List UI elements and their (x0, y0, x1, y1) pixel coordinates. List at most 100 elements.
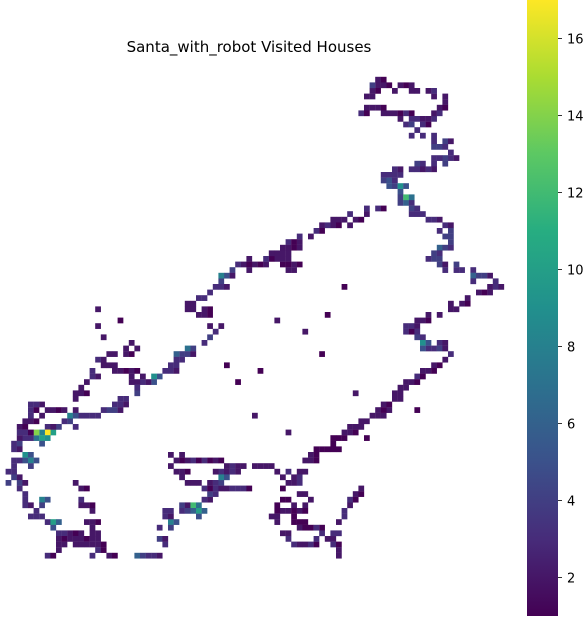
heatmap-cell (212, 457, 219, 464)
heatmap-cell (207, 457, 213, 464)
heatmap-cell (285, 267, 292, 273)
heatmap-cell (123, 368, 129, 374)
heatmap-cell (39, 513, 45, 520)
heatmap-cell (11, 468, 17, 475)
heatmap-cell (212, 485, 219, 492)
heatmap-cell (336, 446, 342, 453)
heatmap-cell (156, 373, 163, 380)
heatmap-cell (442, 144, 449, 150)
heatmap-cell (442, 160, 449, 167)
heatmap-cell (291, 267, 297, 273)
heatmap-cell (380, 104, 387, 111)
heatmap-cell (347, 424, 353, 430)
heatmap-cell (84, 390, 90, 397)
heatmap-cell (369, 93, 376, 100)
heatmap-cell (341, 429, 348, 436)
heatmap-cell (78, 412, 85, 419)
heatmap-cell (16, 446, 23, 453)
heatmap-cell (50, 424, 57, 430)
heatmap-cell (33, 457, 40, 464)
heatmap-cell (179, 351, 185, 357)
heatmap-cell (22, 502, 29, 509)
heatmap-cell (224, 272, 230, 279)
heatmap-cell (44, 552, 51, 559)
heatmap-cell (403, 200, 409, 206)
heatmap-cell (218, 474, 225, 481)
heatmap-cell (313, 524, 320, 531)
heatmap-cell (392, 166, 398, 173)
heatmap-cell (403, 323, 409, 329)
heatmap-cell (375, 205, 381, 212)
heatmap-cell (319, 530, 325, 537)
heatmap-cell (442, 104, 449, 111)
heatmap-cell (252, 412, 258, 419)
heatmap-cell (168, 463, 174, 469)
heatmap-cell (470, 267, 477, 273)
heatmap-cell (313, 457, 320, 464)
heatmap-cell (296, 244, 303, 251)
heatmap-cell (302, 491, 309, 497)
heatmap-cell (274, 250, 281, 257)
colorbar-tick-label: 8 (567, 341, 575, 356)
heatmap-cell (11, 446, 17, 453)
heatmap-cell (436, 345, 443, 352)
heatmap-cell (296, 474, 303, 481)
heatmap-cell (308, 457, 314, 464)
heatmap-cell (28, 429, 34, 436)
heatmap-cell (229, 267, 236, 273)
heatmap-cell (296, 233, 303, 240)
heatmap-cell (397, 188, 404, 195)
heatmap-cell (392, 177, 398, 184)
heatmap-cell (78, 502, 85, 509)
heatmap-cell (308, 524, 314, 531)
heatmap-cell (397, 396, 404, 402)
heatmap-cell (392, 390, 398, 397)
heatmap-cell (184, 306, 191, 313)
heatmap-cell (414, 373, 421, 380)
heatmap-cell (313, 446, 320, 453)
heatmap-cell (235, 379, 241, 385)
heatmap-cell (375, 88, 381, 94)
heatmap-cell (336, 519, 342, 525)
heatmap-cell (28, 502, 34, 509)
heatmap-cell (442, 267, 449, 273)
heatmap-cell (369, 412, 376, 419)
heatmap-cell (442, 340, 449, 346)
heatmap-cell (246, 485, 253, 492)
heatmap-cell (464, 300, 471, 307)
heatmap-cell (28, 452, 34, 458)
heatmap-cell (123, 351, 129, 357)
heatmap-cell (11, 474, 17, 481)
heatmap-cell (268, 256, 275, 262)
heatmap-cell (347, 496, 353, 503)
heatmap-cell (72, 412, 79, 419)
heatmap-cell (414, 407, 421, 413)
heatmap-cell (336, 216, 342, 223)
heatmap-cell (380, 412, 387, 419)
heatmap-cell (95, 356, 101, 363)
heatmap-cell (151, 552, 157, 559)
heatmap-cell (408, 205, 415, 212)
heatmap-cell (302, 541, 309, 548)
heatmap-cell (330, 222, 337, 229)
heatmap-cell (184, 508, 191, 514)
heatmap-cell (16, 435, 23, 441)
heatmap-cell (246, 267, 253, 273)
heatmap-cell (296, 508, 303, 514)
heatmap-cell (33, 401, 40, 408)
heatmap-cell (448, 233, 454, 240)
heatmap-cell (84, 536, 90, 542)
heatmap-cells (5, 76, 505, 559)
heatmap-cell (302, 457, 309, 464)
heatmap-cell (84, 541, 90, 548)
heatmap-cell (173, 468, 180, 475)
heatmap-cell (308, 452, 314, 458)
heatmap-cell (56, 530, 62, 537)
heatmap-cell (28, 407, 34, 413)
heatmap-cell (425, 216, 432, 223)
heatmap-cell (212, 468, 219, 475)
heatmap-cell (414, 88, 421, 94)
heatmap-cell (313, 228, 320, 234)
heatmap-cell (364, 93, 370, 100)
